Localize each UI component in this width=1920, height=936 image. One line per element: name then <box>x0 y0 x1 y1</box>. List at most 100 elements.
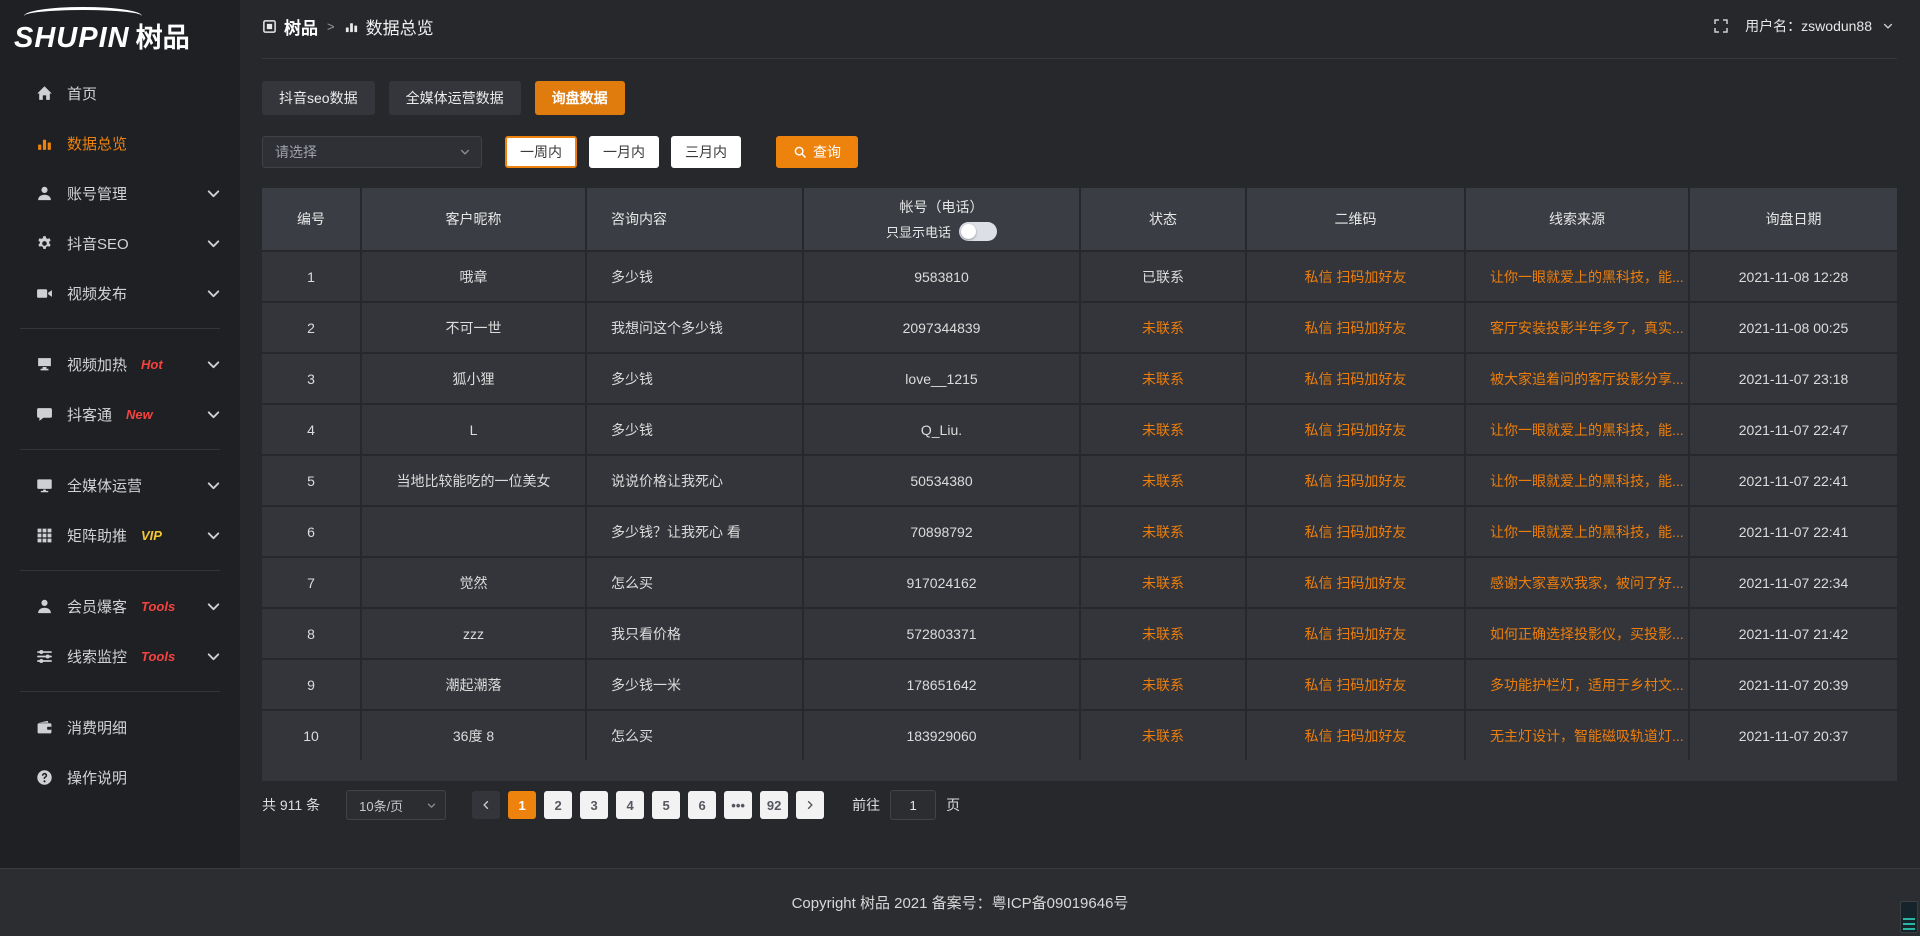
table-row: 5 当地比较能吃的一位美女 说说价格让我死心 50534380 未联系 私信 扫码加好友让… <box>262 454 1897 505</box>
sidebar-item-account-management[interactable]: 账号管理 <box>0 168 240 218</box>
cell-source[interactable]: 如何正确选择投影仪，买投影... <box>1466 609 1690 658</box>
cell-source[interactable]: 让你一眼就爱上的黑科技，能... <box>1466 252 1690 301</box>
cell-qrcode[interactable]: 私信 扫码加好友 <box>1247 405 1466 454</box>
page-size-select[interactable]: 10条/页 <box>346 790 447 820</box>
col-header-account-title: 帐号（电话） <box>899 199 984 215</box>
username[interactable]: 用户名：zswodun88 <box>1745 16 1872 36</box>
cell-serial: 3 <box>262 354 362 403</box>
page-button-5[interactable]: 5 <box>652 791 681 819</box>
sidebar-item-douyin-seo[interactable]: 抖音SEO <box>0 218 240 268</box>
table-row: 8 zzz 我只看价格 572803371 未联系 私信 扫码加好友 如何正确选择投影仪，买… <box>262 607 1897 658</box>
page-button-2[interactable]: 2 <box>544 791 573 819</box>
period-button-one-week[interactable]: 一周内 <box>505 136 577 168</box>
page-button-4[interactable]: 4 <box>616 791 645 819</box>
breadcrumb-root[interactable]: 树品 <box>284 19 318 38</box>
cell-status: 未联系 <box>1081 558 1247 607</box>
period-button-one-month[interactable]: 一月内 <box>589 136 659 168</box>
cell-qrcode[interactable]: 私信 扫码加好友 <box>1247 558 1466 607</box>
fullscreen-icon[interactable] <box>1713 18 1729 34</box>
cell-date: 2021-11-07 22:41 <box>1738 523 1849 540</box>
cell-qrcode[interactable]: 私信 扫码加好友 <box>1247 507 1466 556</box>
sidebar-item-label: 账号管理 <box>67 185 128 203</box>
sidebar-divider <box>20 328 220 329</box>
goto-page-input[interactable] <box>890 790 937 820</box>
page-button-92[interactable]: 92 <box>760 791 789 819</box>
chevron-down-icon <box>205 648 222 665</box>
page-button-6[interactable]: 6 <box>688 791 717 819</box>
col-header-account: 帐号（电话） 只显示电话 <box>804 188 1081 250</box>
cell-source[interactable]: 多功能护栏灯，适用于乡村文... <box>1466 660 1690 709</box>
sidebar-item-badge: Tools <box>141 648 176 664</box>
cell-source[interactable]: 被大家追着问的客厅投影分享... <box>1466 354 1690 403</box>
total-count: 共 911 条 <box>262 797 321 813</box>
cell-serial: 2 <box>262 303 362 352</box>
cell-date: 2021-11-07 22:34 <box>1738 574 1849 591</box>
sidebar-item-label: 抖客通 <box>67 406 113 424</box>
sidebar-item-media-operation[interactable]: 全媒体运营 <box>0 460 240 510</box>
cell-source[interactable]: 客厅安装投影半年多了，真实... <box>1466 303 1690 352</box>
sidebar-item-operation-guide[interactable]: 操作说明 <box>0 752 240 802</box>
cell-qrcode[interactable]: 私信 扫码加好友 <box>1247 660 1466 709</box>
cell-qrcode[interactable]: 私信 扫码加好友 <box>1247 609 1466 658</box>
col-header-serial: 编号 <box>262 188 362 250</box>
table-row: 2 不可一世 我想问这个多少钱 2097344839 未联系 私信 扫码加好友 客厅安装投影… <box>262 301 1897 352</box>
tab-douyin-seo-data[interactable]: 抖音seo数据 <box>262 81 375 115</box>
username-label: 用户名： <box>1745 18 1802 34</box>
search-button[interactable]: 查询 <box>776 136 858 168</box>
cell-source[interactable]: 让你一眼就爱上的黑科技，能... <box>1466 456 1690 505</box>
sidebar-item-video-heating[interactable]: 视频加热 Hot <box>0 339 240 389</box>
tab-media-operation-data[interactable]: 全媒体运营数据 <box>388 81 521 115</box>
sidebar-item-member-baoke[interactable]: 会员爆客 Tools <box>0 581 240 631</box>
sidebar-item-label: 矩阵助推 <box>67 527 128 545</box>
page-button-3[interactable]: 3 <box>580 791 609 819</box>
cell-qrcode[interactable]: 私信 扫码加好友 <box>1247 711 1466 760</box>
cell-source[interactable]: 感谢大家喜欢我家，被问了好... <box>1466 558 1690 607</box>
video-icon <box>36 285 53 302</box>
period-buttons: 一周内 一月内 三月内 <box>505 136 741 168</box>
tab-inquiry-data[interactable]: 询盘数据 <box>534 81 625 115</box>
col-header-content: 咨询内容 <box>587 188 804 250</box>
cell-status: 未联系 <box>1081 609 1247 658</box>
cell-source[interactable]: 无主灯设计，智能磁吸轨道灯... <box>1466 711 1690 760</box>
logo-text-en: SHUPIN <box>14 22 130 54</box>
sidebar-item-matrix-boost[interactable]: 矩阵助推 VIP <box>0 510 240 560</box>
page-ellipsis-button[interactable]: ••• <box>724 791 753 819</box>
phone-toggle-switch[interactable] <box>959 222 997 241</box>
table-row: 9 潮起潮落 多少钱一米 178651642 未联系 私信 扫码加好友 多功能护栏灯，适用于… <box>262 658 1897 709</box>
cell-nickname: 36度 8 <box>362 711 587 760</box>
chevron-down-icon <box>426 800 437 811</box>
period-button-three-months[interactable]: 三月内 <box>671 136 741 168</box>
sidebar-item-label: 首页 <box>67 85 98 103</box>
cell-content: 多少钱 <box>587 354 804 403</box>
cell-qrcode[interactable]: 私信 扫码加好友 <box>1247 456 1466 505</box>
cell-content: 多少钱一米 <box>587 660 804 709</box>
wallet-icon <box>36 719 53 736</box>
search-icon <box>793 145 807 159</box>
chevron-down-icon[interactable] <box>1882 20 1894 32</box>
chevron-down-icon <box>205 598 222 615</box>
sidebar-item-home[interactable]: 首页 <box>0 68 240 118</box>
cell-status: 未联系 <box>1081 456 1247 505</box>
cell-nickname <box>362 507 587 556</box>
cell-source[interactable]: 让你一眼就爱上的黑科技，能... <box>1466 507 1690 556</box>
page-button-1[interactable]: 1 <box>508 791 537 819</box>
cell-qrcode[interactable]: 私信 扫码加好友 <box>1247 303 1466 352</box>
sidebar-item-douketong[interactable]: 抖客通 New <box>0 389 240 439</box>
cell-serial: 6 <box>262 507 362 556</box>
cell-nickname: 潮起潮落 <box>362 660 587 709</box>
cell-qrcode[interactable]: 私信 扫码加好友 <box>1247 252 1466 301</box>
sidebar-item-consume-detail[interactable]: 消费明细 <box>0 702 240 752</box>
cell-nickname: 觉然 <box>362 558 587 607</box>
cell-qrcode[interactable]: 私信 扫码加好友 <box>1247 354 1466 403</box>
prev-page-button[interactable] <box>472 791 501 819</box>
cell-date: 2021-11-07 20:37 <box>1738 727 1849 744</box>
sidebar-item-clue-monitor[interactable]: 线索监控 Tools <box>0 631 240 681</box>
sidebar-item-video-publish[interactable]: 视频发布 <box>0 268 240 318</box>
cell-source[interactable]: 让你一眼就爱上的黑科技，能... <box>1466 405 1690 454</box>
cell-content: 怎么买 <box>587 558 804 607</box>
app-icon <box>262 19 277 34</box>
filter-select[interactable]: 请选择 <box>262 136 482 168</box>
user2-icon <box>36 598 53 615</box>
sidebar-item-data-overview[interactable]: 数据总览 <box>0 118 240 168</box>
next-page-button[interactable] <box>796 791 825 819</box>
